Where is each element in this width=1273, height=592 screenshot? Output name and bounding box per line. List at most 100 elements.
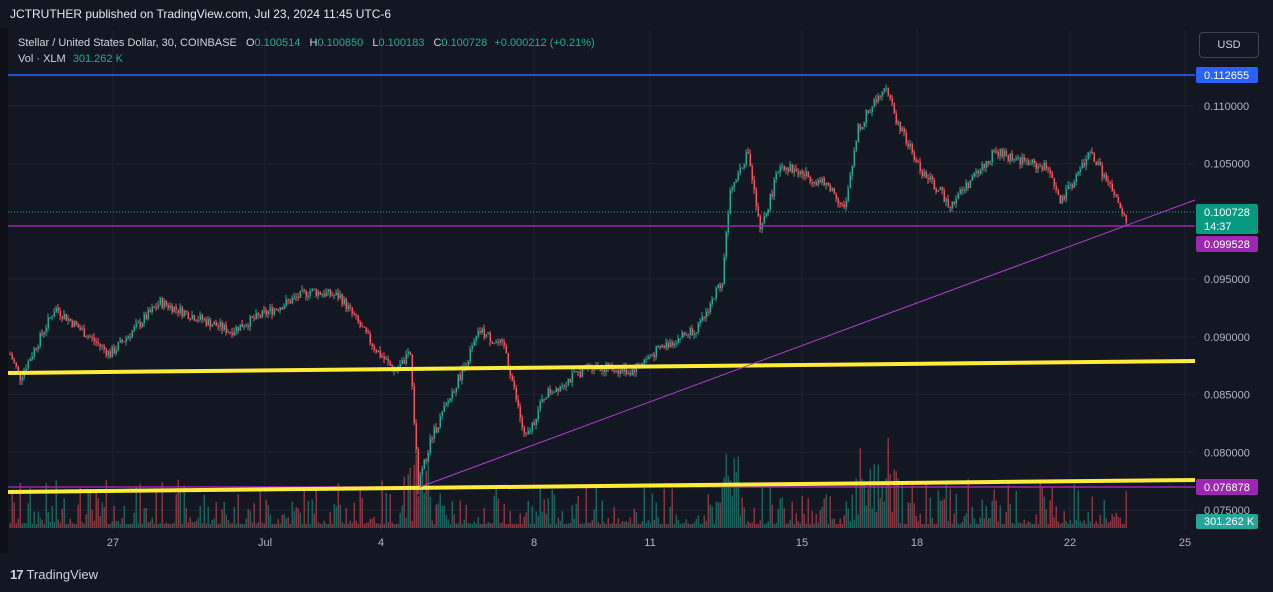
volume-bar xyxy=(827,523,829,528)
volume-bar xyxy=(739,514,741,528)
volume-bar xyxy=(237,494,239,528)
volume-bar xyxy=(811,510,813,528)
candle-body xyxy=(261,310,263,318)
volume-bar xyxy=(365,522,367,528)
badge-volume xyxy=(1196,514,1258,529)
candle-body xyxy=(155,307,157,309)
volume-bar xyxy=(575,503,577,528)
volume-bar xyxy=(945,483,947,528)
volume-bar xyxy=(377,523,379,528)
candle-body xyxy=(677,338,679,343)
volume-bar xyxy=(373,516,375,528)
candle-body xyxy=(199,314,201,320)
volume-bar xyxy=(157,523,159,528)
candle-body xyxy=(1095,161,1097,165)
symbol-title[interactable]: Stellar / United States Dollar, 30, COIN… xyxy=(18,37,237,49)
volume-bar xyxy=(1043,496,1045,528)
candle-body xyxy=(747,152,749,154)
volume-bar xyxy=(509,510,511,528)
volume-bar xyxy=(965,513,967,528)
volume-bar xyxy=(1119,517,1121,528)
volume-bar xyxy=(1089,521,1091,528)
volume-bar xyxy=(119,523,121,528)
volume-bar xyxy=(1011,522,1013,528)
volume-bar xyxy=(555,523,557,528)
volume-bar xyxy=(923,523,925,528)
volume-bar xyxy=(753,507,755,528)
candle-body xyxy=(349,305,351,308)
volume-bar xyxy=(465,504,467,528)
volume-label[interactable]: Vol · XLM xyxy=(18,53,66,65)
volume-bar xyxy=(1073,484,1075,528)
volume-bar xyxy=(415,454,417,528)
candle-body xyxy=(131,330,133,338)
volume-value: 301.262 K xyxy=(72,53,123,65)
volume-bar xyxy=(103,507,105,528)
candle-body xyxy=(79,327,81,330)
volume-bar xyxy=(323,521,325,528)
volume-bar xyxy=(1041,486,1043,528)
candle-body xyxy=(177,309,179,314)
volume-bar xyxy=(677,519,679,528)
candle-body xyxy=(767,209,769,214)
volume-bar xyxy=(65,523,67,528)
candle-body xyxy=(559,386,561,392)
candle-body xyxy=(437,427,439,433)
chart-area[interactable] xyxy=(8,28,1273,553)
volume-bar xyxy=(107,523,109,528)
currency-button[interactable]: USD xyxy=(1199,32,1259,58)
candle-body xyxy=(599,368,601,372)
volume-bar xyxy=(233,507,235,528)
volume-bar xyxy=(1083,520,1085,528)
candle-body xyxy=(571,372,573,383)
volume-bar xyxy=(733,458,735,528)
candle-body xyxy=(1103,174,1105,178)
volume-bar xyxy=(997,521,999,528)
volume-bar xyxy=(539,487,541,528)
badge-low-line-text: 0.076878 xyxy=(1204,482,1250,494)
volume-bar xyxy=(27,503,29,528)
candle-body xyxy=(727,214,729,233)
volume-bar xyxy=(795,513,797,528)
candle-body xyxy=(653,354,655,357)
candle-body xyxy=(107,350,109,356)
volume-bar xyxy=(587,522,589,528)
volume-bar xyxy=(467,523,469,528)
volume-bar xyxy=(865,505,867,528)
volume-bar xyxy=(449,523,451,528)
candle-body xyxy=(409,352,411,355)
volume-bar xyxy=(851,494,853,528)
candle-body xyxy=(937,190,939,192)
volume-bar xyxy=(649,523,651,528)
candle-body xyxy=(1041,166,1043,170)
volume-bar xyxy=(643,487,645,528)
candle-body xyxy=(917,161,919,163)
candle-body xyxy=(469,349,471,362)
volume-bar xyxy=(331,523,333,528)
volume-bar xyxy=(345,507,347,528)
candle-body xyxy=(121,339,123,342)
candle-body xyxy=(495,341,497,343)
candle-body xyxy=(741,167,743,169)
candle-body xyxy=(241,324,243,328)
candle-body xyxy=(41,332,43,335)
trendline-lower-yellow xyxy=(7,478,1196,494)
candle-body xyxy=(503,341,505,346)
candle-body xyxy=(73,320,75,327)
badge-countdown-text: 14:37 xyxy=(1204,221,1232,233)
candle-body xyxy=(1117,196,1119,203)
volume-bar xyxy=(547,498,549,528)
volume-bar xyxy=(159,523,161,528)
candle-body xyxy=(813,182,815,184)
volume-bar xyxy=(701,523,703,528)
candle-body xyxy=(345,298,347,310)
volume-bar xyxy=(303,489,305,528)
volume-bar xyxy=(673,523,675,528)
volume-bar xyxy=(221,509,223,528)
tradingview-logo[interactable]: 17 TradingView xyxy=(10,567,98,582)
candle-body xyxy=(847,188,849,201)
candle-body xyxy=(295,296,297,298)
candle-body xyxy=(205,319,207,326)
volume-bar xyxy=(9,523,11,528)
